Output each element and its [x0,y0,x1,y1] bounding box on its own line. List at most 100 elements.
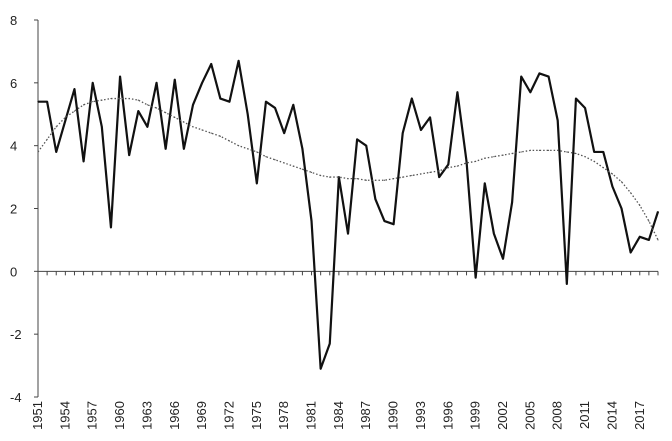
data-point [165,148,167,150]
data-point [411,97,413,100]
x-tick-label: 1957 [85,401,100,430]
x-tick-label: 2011 [577,401,592,429]
x-tick-label: 1951 [30,401,45,430]
x-tick-label: 1972 [221,401,236,430]
y-tick-label: 4 [10,139,17,154]
x-tick-label: 2008 [550,401,565,430]
x-tick-label: 1993 [413,401,428,430]
x-tick-label: 1975 [249,401,264,430]
x-tick-label: 1954 [57,401,72,430]
x-tick-label: 1978 [276,401,291,430]
data-point [329,342,331,345]
trend-point [128,97,130,100]
data-point [648,239,650,241]
data-point [429,116,431,118]
data-point [201,82,203,84]
y-tick-label: 2 [10,202,17,217]
data-point [137,110,139,112]
trend-point [292,165,294,167]
data-point [110,226,112,228]
data-point [538,72,541,75]
data-point [584,107,586,109]
x-tick-label: 1981 [304,401,319,430]
trend-point [219,135,221,137]
x-tick-label: 2002 [495,401,510,430]
data-point [283,132,285,134]
y-tick-label: 6 [10,76,17,91]
trend-point [37,151,39,153]
data-point [502,258,504,260]
x-tick-label: 1996 [440,401,455,430]
trend-point [602,167,604,169]
trend-point [547,149,550,151]
trend-point [411,174,413,177]
trend-point [465,162,468,164]
data-point [155,82,158,84]
trend-point [475,160,477,162]
data-point [265,101,267,103]
x-tick-label: 1960 [112,401,127,430]
trend-point [538,149,541,151]
trend-point [566,151,568,153]
data-point [92,82,94,84]
trend-point [374,179,376,181]
data-point [383,220,386,222]
trend-point [584,156,586,158]
trend-point [338,176,340,178]
trend-point [101,99,103,101]
trend-point [611,173,614,175]
trend-point [310,171,313,173]
trend-point [356,178,358,180]
data-point [210,63,212,65]
data-point [73,88,76,90]
data-point [192,104,194,106]
trend-point [447,167,449,169]
data-point [237,60,240,62]
x-tick-label: 1987 [358,401,373,430]
trend-point [639,204,641,206]
trend-point [237,145,240,147]
data-point [128,154,130,156]
trend-point [201,129,203,131]
trend-point [283,162,285,164]
trend-point [73,110,76,112]
trend-point [383,179,386,181]
trend-point [484,157,486,159]
data-point [547,75,550,78]
trend-point [456,165,459,167]
trend-point [648,220,650,222]
trend-point [438,170,440,172]
x-tick-label: 1969 [194,401,209,430]
x-tick-label: 1999 [468,401,483,430]
x-tick-label: 1984 [331,401,346,430]
data-point [593,151,595,153]
data-point [365,145,367,147]
data-point [557,119,559,122]
data-point [256,182,258,184]
data-point [493,233,495,235]
data-point [602,151,604,153]
data-point [46,101,48,103]
data-point [146,126,149,128]
trend-point [82,104,85,106]
trend-point [402,176,404,178]
trend-point [502,154,504,156]
trend-point [247,148,249,150]
data-point [55,151,57,153]
data-point [529,91,531,93]
y-tick-label: 0 [10,264,17,279]
trend-point [165,112,167,114]
data-point [347,233,349,235]
trend-point [274,159,276,161]
data-point [292,104,294,106]
data-point [183,148,185,150]
trend-point [420,173,422,175]
data-point [566,283,568,285]
data-point [119,75,121,78]
trend-point [46,138,48,140]
trend-point [265,156,267,158]
data-point [520,75,522,78]
trend-point [110,97,112,100]
trend-point [657,239,659,241]
